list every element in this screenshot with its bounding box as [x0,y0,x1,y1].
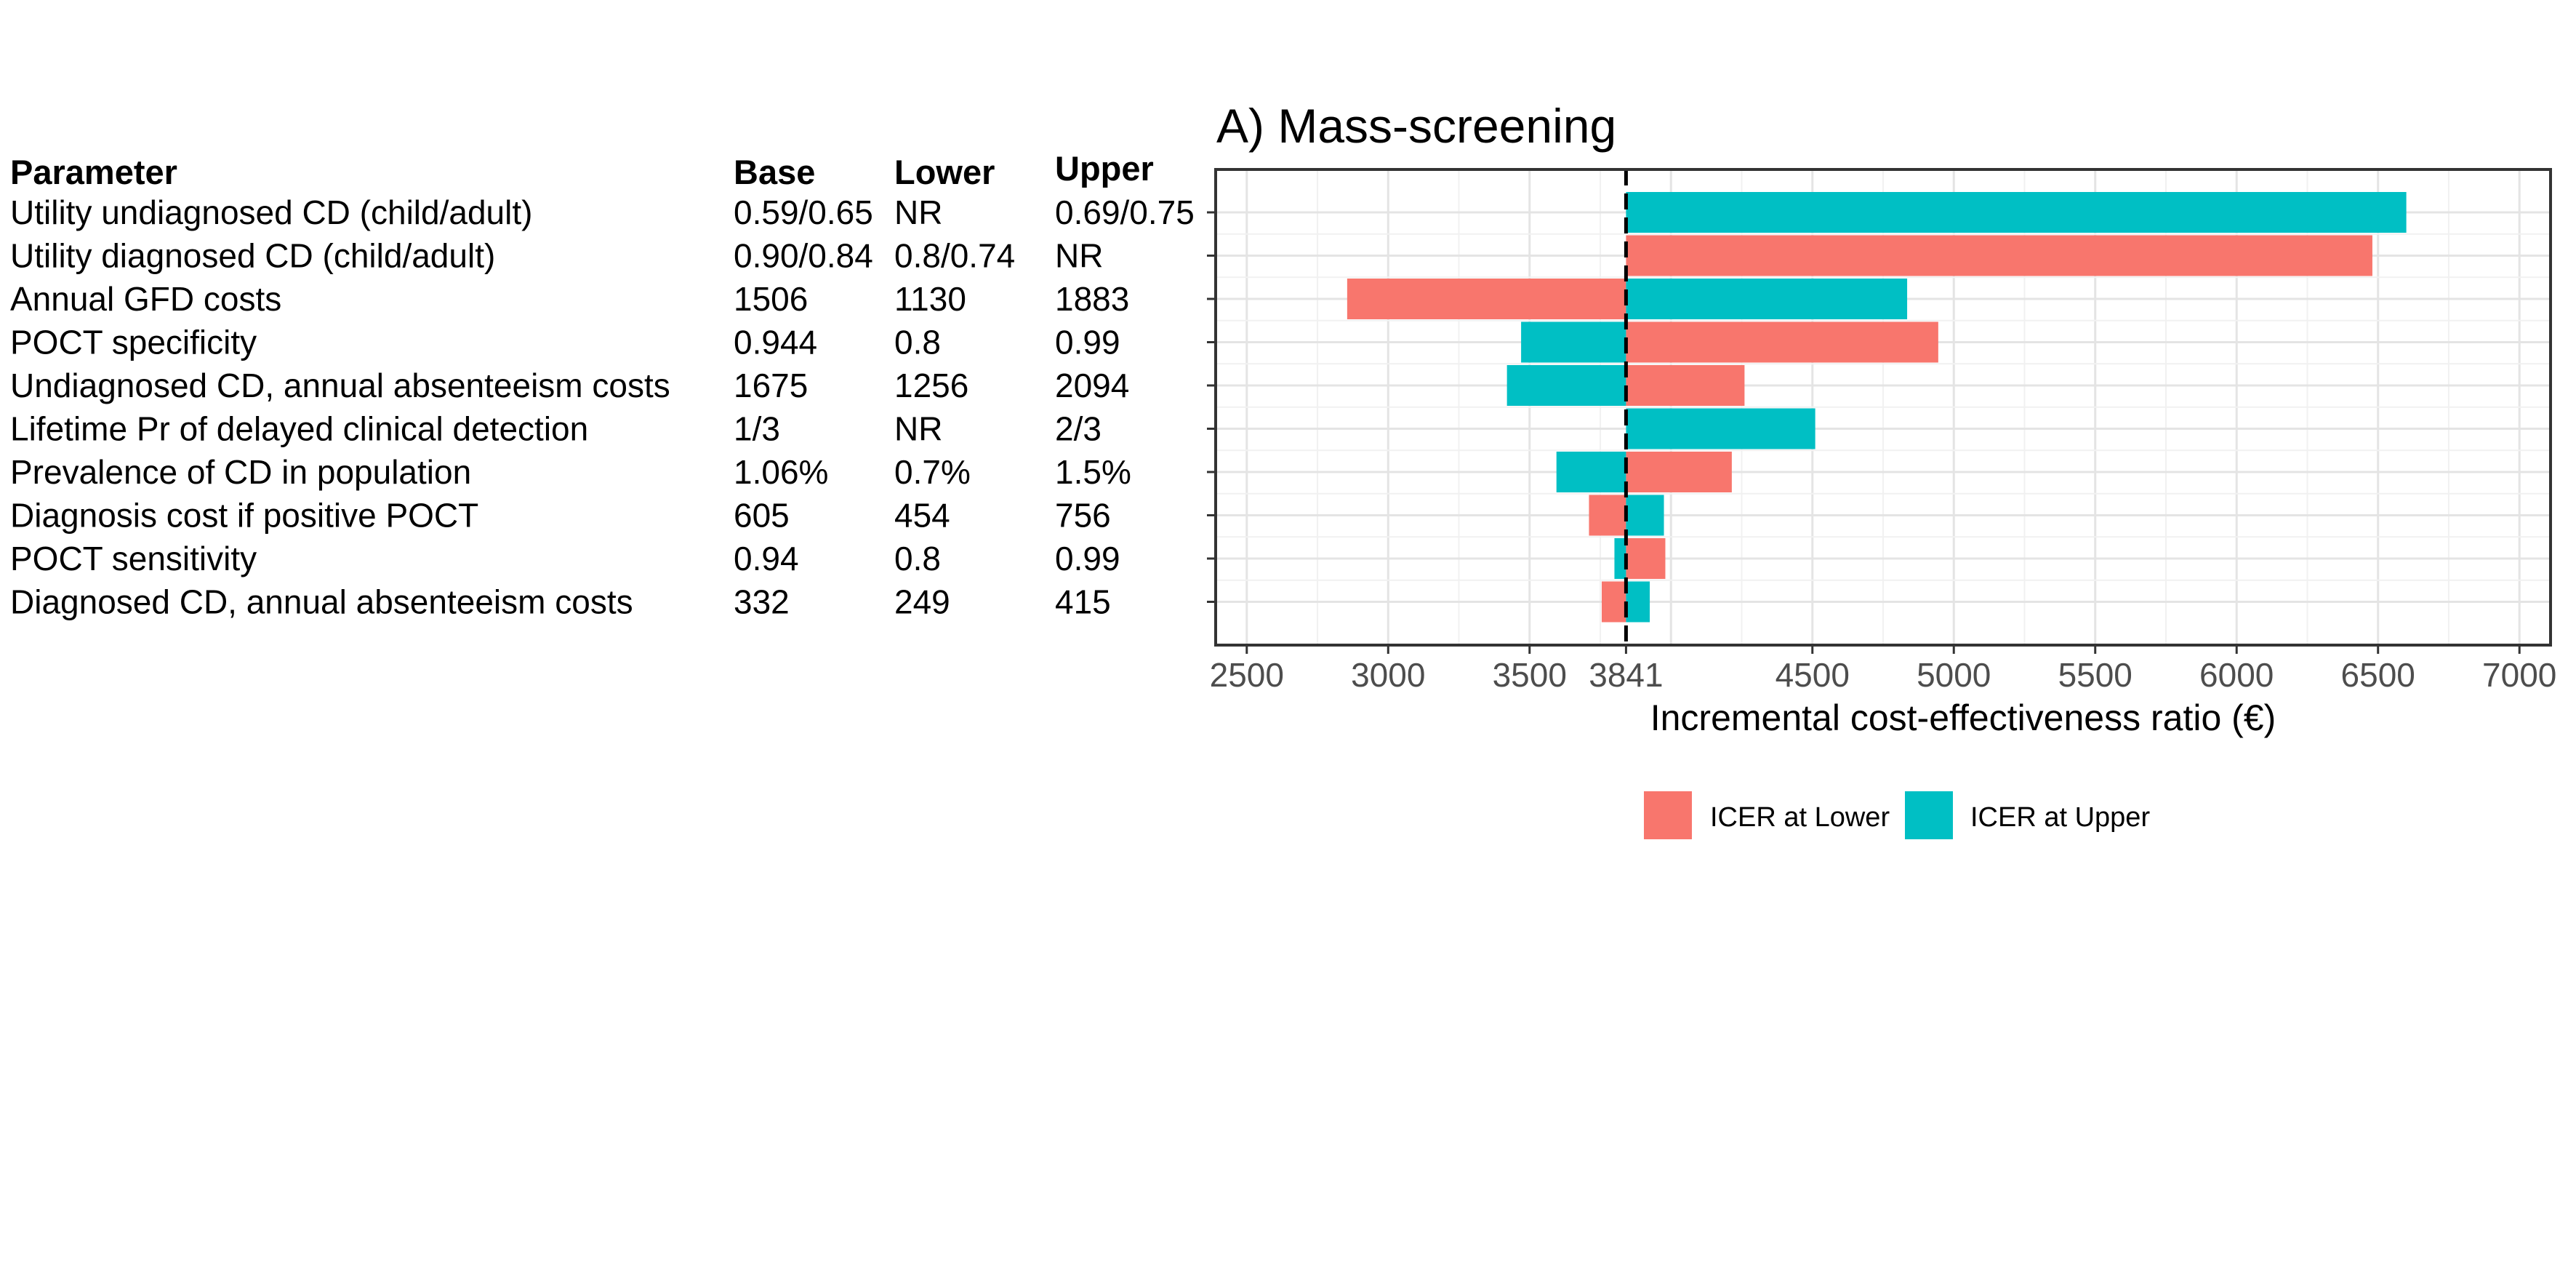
table-cell-lower: NR [894,410,942,448]
x-axis-ticks: 2500 3000 3500 3841 4500 5000 5500 6000 6500 7000 [1210,645,2556,694]
table-cell-lower: 0.8 [894,540,941,577]
x-tick-label: 5000 [1917,656,1991,694]
table-cell-upper: 1.5% [1055,453,1131,491]
table-cell-lower: 454 [894,497,950,535]
x-tick-label: 4500 [1775,656,1850,694]
legend-swatch-icer-upper [1905,791,1953,839]
table-cell-lower: 249 [894,583,950,621]
table-cell-base: 0.94 [734,540,799,577]
table-cell-lower: 0.8 [894,324,941,361]
bar-icer-upper [1506,365,1626,406]
table-cell-base: 0.90/0.84 [734,237,873,275]
bar-icer-upper [1626,408,1815,449]
bar-icer-upper [1626,279,1908,319]
table-cell-base: 605 [734,497,790,535]
table-cell-base: 0.59/0.65 [734,193,873,231]
table-cell-base: 1506 [734,280,808,318]
table-cell-lower: NR [894,193,942,231]
table-rows: Utility undiagnosed CD (child/adult) 0.59… [10,193,1195,621]
bar-icer-lower [1601,581,1626,623]
table-cell-base: 1.06% [734,453,828,491]
x-tick-label: 3000 [1351,656,1425,694]
bar-icer-lower [1347,279,1626,319]
table-header-upper: Upper [1055,149,1154,188]
table-cell-upper: 415 [1055,583,1111,621]
plot-panel: 2500 3000 3500 3841 4500 5000 5500 6000 6500 7000… [1207,168,2556,738]
table-header-parameter: Parameter [10,153,177,191]
table-cell-lower: 1256 [894,367,968,404]
table-cell-parameter: Prevalence of CD in population [10,453,471,491]
table-cell-upper: NR [1055,237,1103,275]
bar-icer-upper [1626,192,2407,233]
table-header-base: Base [734,153,815,191]
x-tick-label: 7000 [2482,656,2556,694]
table-cell-upper: 756 [1055,497,1111,535]
table-cell-base: 332 [734,583,790,621]
table-cell-parameter: Utility undiagnosed CD (child/adult) [10,193,532,231]
table-cell-upper: 2/3 [1055,410,1102,448]
bar-icer-lower [1626,235,2372,276]
bar-icer-upper [1556,452,1626,492]
table-cell-upper: 0.99 [1055,540,1120,577]
table-cell-base: 1/3 [734,410,780,448]
bar-icer-upper [1614,538,1626,579]
table-cell-lower: 1130 [894,280,966,318]
x-tick-label: 5500 [2058,656,2132,694]
legend: ICER at Lower ICER at Upper [1644,791,2150,839]
table-cell-parameter: POCT specificity [10,324,257,361]
table-cell-parameter: Lifetime Pr of delayed clinical detectio… [10,410,588,448]
table-cell-upper: 0.99 [1055,324,1120,361]
table-cell-parameter: POCT sensitivity [10,540,257,577]
x-tick-label: 6000 [2199,656,2274,694]
table-cell-parameter: Utility diagnosed CD (child/adult) [10,237,495,275]
x-tick-label: 2500 [1210,656,1284,694]
chart-title: A) Mass-screening [1216,99,1616,153]
x-tick-label: 3841 [1589,656,1663,694]
table-cell-lower: 0.8/0.74 [894,237,1015,275]
legend-swatch-icer-lower [1644,791,1692,839]
table-cell-lower: 0.7% [894,453,971,491]
y-axis-ticks [1207,211,1216,603]
panel-border [1214,168,2552,647]
bar-icer-lower [1589,495,1626,536]
table-cell-upper: 1883 [1055,280,1129,318]
table-cell-parameter: Undiagnosed CD, annual absenteeism costs [10,367,670,404]
bar-icer-upper [1626,581,1650,623]
parameter-table: Parameter Base Lower Upper Utility undia… [10,149,1195,621]
table-header-lower: Lower [894,153,995,191]
legend-label-icer-lower: ICER at Lower [1710,802,1890,833]
table-cell-parameter: Diagnosed CD, annual absenteeism costs [10,583,633,621]
table-cell-base: 1675 [734,367,808,404]
x-tick-label: 3500 [1493,656,1567,694]
table-cell-upper: 0.69/0.75 [1055,193,1195,231]
table-cell-base: 0.944 [734,324,817,361]
bars [1347,192,2407,623]
x-axis-label: Incremental cost-effectiveness ratio (€) [1650,697,2276,738]
bar-icer-lower [1626,321,1938,363]
x-tick-label: 6500 [2341,656,2415,694]
bar-icer-upper [1626,495,1664,536]
table-cell-parameter: Annual GFD costs [10,280,281,318]
table-cell-parameter: Diagnosis cost if positive POCT [10,497,478,535]
bar-icer-lower [1626,538,1666,579]
table-cell-upper: 2094 [1055,367,1129,404]
bar-icer-lower [1626,365,1745,406]
bar-icer-lower [1626,452,1732,492]
bar-icer-upper [1521,321,1626,363]
legend-label-icer-upper: ICER at Upper [1970,802,2150,833]
